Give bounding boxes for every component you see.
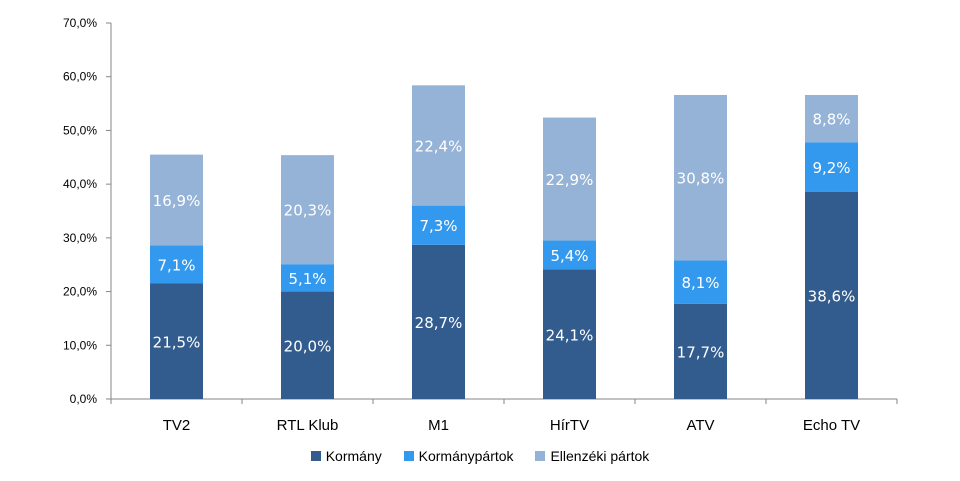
x-tick-label: M1 <box>428 417 449 434</box>
y-tick-label: 0,0% <box>70 392 98 406</box>
y-tick-label: 50,0% <box>63 123 97 137</box>
bar-segment <box>150 154 203 246</box>
data-label: 22,9% <box>546 171 594 189</box>
legend: Kormány Kormánypártok Ellenzéki pártok <box>0 448 960 464</box>
y-tick-label: 60,0% <box>63 70 97 84</box>
bar-segment <box>150 245 203 284</box>
data-label: 22,4% <box>415 137 463 155</box>
bar-segment <box>543 269 596 399</box>
legend-swatch-ellenzeki-partok <box>535 451 546 461</box>
data-label: 21,5% <box>153 333 201 351</box>
data-label: 24,1% <box>546 326 594 344</box>
legend-item-kormanypartok: Kormánypártok <box>403 448 514 464</box>
bar-segment <box>674 94 727 261</box>
bar-segment <box>281 264 334 292</box>
data-label: 8,8% <box>812 111 850 129</box>
data-label: 7,1% <box>157 256 195 274</box>
x-tick-label: RTL Klub <box>277 417 339 434</box>
legend-label-kormanypartok: Kormánypártok <box>418 448 514 464</box>
bar-segment <box>281 291 334 399</box>
data-label: 28,7% <box>415 314 463 332</box>
bar-segment <box>805 94 858 143</box>
bar-segment <box>805 191 858 399</box>
bar-segment <box>543 117 596 241</box>
y-tick-label: 70,0% <box>63 16 97 30</box>
data-label: 20,3% <box>284 202 332 220</box>
bar-segment <box>412 244 465 399</box>
data-label: 5,4% <box>550 247 588 265</box>
bar-segment <box>150 283 203 399</box>
data-label: 16,9% <box>153 192 201 210</box>
data-label: 17,7% <box>677 343 725 361</box>
y-tick-label: 20,0% <box>63 285 97 299</box>
data-label: 5,1% <box>288 270 326 288</box>
data-label: 7,3% <box>419 217 457 235</box>
data-label: 8,1% <box>681 274 719 292</box>
data-label: 20,0% <box>284 337 332 355</box>
y-tick-label: 40,0% <box>63 177 97 191</box>
x-tick-label: TV2 <box>163 417 191 434</box>
legend-swatch-kormany <box>310 451 321 461</box>
x-tick-label: ATV <box>686 417 714 434</box>
bar-segment <box>674 303 727 399</box>
data-label: 38,6% <box>808 287 856 305</box>
x-tick-label: Echo TV <box>803 417 860 434</box>
bar-segment <box>412 205 465 245</box>
legend-swatch-kormanypartok <box>403 451 414 461</box>
data-label: 9,2% <box>812 159 850 177</box>
legend-label-ellenzeki-partok: Ellenzéki pártok <box>550 448 650 464</box>
bar-segment <box>412 85 465 206</box>
legend-item-ellenzeki-partok: Ellenzéki pártok <box>535 448 649 464</box>
bar-segment <box>543 240 596 270</box>
bar-segment <box>674 260 727 304</box>
legend-item-kormany: Kormány <box>310 448 382 464</box>
y-tick-label: 30,0% <box>63 231 97 245</box>
legend-label-kormany: Kormány <box>325 448 382 464</box>
bar-segment <box>805 142 858 192</box>
x-tick-label: HírTV <box>550 417 589 434</box>
y-tick-label: 10,0% <box>63 338 97 352</box>
bar-segment <box>281 155 334 265</box>
data-label: 30,8% <box>677 170 725 188</box>
